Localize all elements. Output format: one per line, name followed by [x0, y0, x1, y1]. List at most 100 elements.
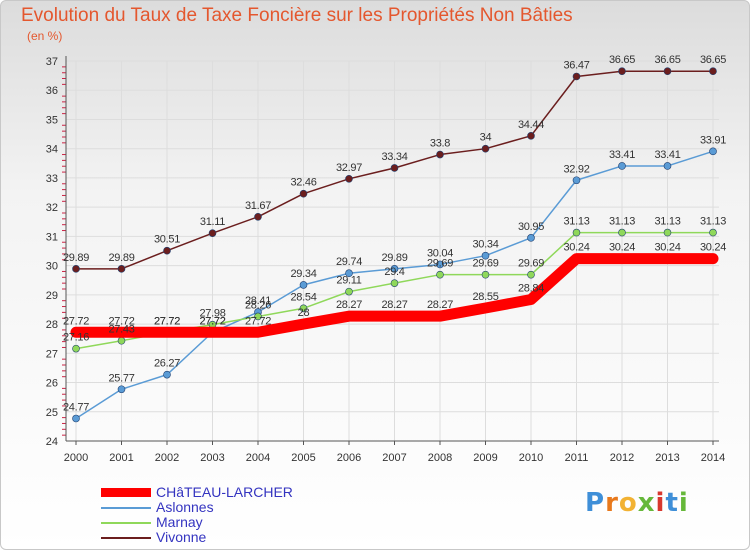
- data-point-aslonnes[interactable]: [436, 260, 444, 269]
- data-point-aslonnes[interactable]: [618, 162, 626, 170]
- data-point-aslonnes[interactable]: [72, 414, 80, 423]
- data-point-vivonne[interactable]: [390, 164, 399, 172]
- data-label-marnay: 31.13: [609, 216, 635, 228]
- data-label-aslonnes: 25.77: [108, 372, 134, 384]
- data-point-marnay[interactable]: [299, 304, 308, 313]
- data-label-vivonne: 34.44: [518, 119, 544, 131]
- data-point-aslonnes[interactable]: [163, 370, 171, 379]
- data-point-marnay[interactable]: [709, 228, 717, 237]
- data-label-vivonne: 34: [480, 132, 492, 144]
- data-point-vivonne[interactable]: [117, 265, 126, 273]
- data-label-marnay: 28.26: [245, 299, 271, 311]
- data-point-chateau-larcher[interactable]: [117, 328, 126, 337]
- y-tick-label: 28: [46, 319, 58, 331]
- data-point-chateau-larcher[interactable]: [527, 295, 535, 304]
- data-label-aslonnes: 24.77: [63, 401, 89, 413]
- data-point-vivonne[interactable]: [481, 144, 490, 153]
- data-point-chateau-larcher[interactable]: [572, 254, 581, 263]
- data-point-vivonne[interactable]: [254, 213, 262, 221]
- data-point-chateau-larcher[interactable]: [390, 312, 399, 321]
- data-label-vivonne: 36.65: [654, 54, 680, 66]
- legend-swatch-marnay: [101, 522, 151, 524]
- logo-letter: r: [605, 488, 619, 518]
- data-point-vivonne[interactable]: [572, 72, 581, 81]
- data-point-vivonne[interactable]: [527, 132, 535, 140]
- data-label-chateau-larcher: 27.72: [154, 315, 180, 327]
- x-tick-label: 2006: [337, 452, 361, 464]
- data-point-vivonne[interactable]: [163, 246, 171, 255]
- data-point-chateau-larcher[interactable]: [709, 254, 717, 263]
- y-tick-label: 26: [46, 378, 58, 390]
- data-point-aslonnes[interactable]: [527, 234, 535, 242]
- data-point-aslonnes[interactable]: [572, 176, 581, 185]
- data-label-aslonnes: 30.34: [472, 239, 498, 251]
- data-point-marnay[interactable]: [72, 344, 80, 353]
- logo-letter: t: [665, 488, 679, 518]
- data-point-chateau-larcher[interactable]: [299, 320, 308, 329]
- data-point-chateau-larcher[interactable]: [436, 312, 444, 321]
- x-tick-label: 2005: [291, 452, 315, 464]
- data-point-chateau-larcher[interactable]: [163, 328, 171, 337]
- x-tick-label: 2008: [428, 452, 452, 464]
- data-point-vivonne[interactable]: [208, 229, 217, 237]
- data-label-vivonne: 33.34: [381, 151, 407, 163]
- data-point-marnay[interactable]: [527, 270, 535, 279]
- data-point-chateau-larcher[interactable]: [208, 328, 217, 337]
- data-label-vivonne: 36.65: [700, 54, 726, 66]
- data-point-aslonnes[interactable]: [709, 147, 717, 156]
- data-label-chateau-larcher: 30.24: [654, 242, 680, 254]
- data-point-vivonne[interactable]: [663, 67, 672, 76]
- data-point-marnay[interactable]: [345, 287, 353, 296]
- proxiti-logo: Proxiti: [585, 488, 689, 518]
- data-point-vivonne[interactable]: [618, 67, 626, 76]
- data-point-aslonnes[interactable]: [299, 281, 308, 289]
- y-tick-label: 33: [46, 173, 58, 185]
- data-label-marnay: 29.69: [518, 258, 544, 270]
- logo-letter: i: [655, 488, 666, 518]
- data-point-marnay[interactable]: [663, 228, 672, 237]
- data-point-chateau-larcher[interactable]: [663, 254, 672, 263]
- data-point-vivonne[interactable]: [436, 150, 444, 159]
- x-tick-label: 2004: [246, 452, 270, 464]
- data-point-vivonne[interactable]: [72, 265, 80, 273]
- data-point-aslonnes[interactable]: [345, 269, 353, 278]
- data-label-chateau-larcher: 28.27: [336, 299, 362, 311]
- data-point-aslonnes[interactable]: [663, 162, 672, 170]
- y-tick-label: 34: [46, 144, 58, 156]
- legend-label-aslonnes: Aslonnes: [156, 499, 214, 515]
- data-label-vivonne: 32.46: [290, 177, 316, 189]
- data-label-marnay: 28.54: [290, 291, 316, 303]
- x-tick-label: 2011: [565, 452, 589, 464]
- data-point-marnay[interactable]: [390, 279, 399, 287]
- data-point-chateau-larcher[interactable]: [254, 328, 262, 337]
- data-point-vivonne[interactable]: [345, 175, 353, 183]
- data-point-marnay[interactable]: [436, 270, 444, 279]
- data-point-vivonne[interactable]: [709, 67, 717, 76]
- x-tick-label: 2000: [64, 452, 88, 464]
- data-point-vivonne[interactable]: [299, 189, 308, 198]
- data-point-marnay[interactable]: [572, 228, 581, 237]
- data-point-chateau-larcher[interactable]: [72, 328, 80, 337]
- data-point-marnay[interactable]: [481, 270, 490, 279]
- data-point-aslonnes[interactable]: [390, 265, 399, 273]
- data-point-aslonnes[interactable]: [117, 385, 126, 394]
- data-label-marnay: 31.13: [700, 216, 726, 228]
- data-point-chateau-larcher[interactable]: [345, 312, 353, 321]
- data-label-aslonnes: 26.27: [154, 358, 180, 370]
- data-label-marnay: 31.13: [563, 216, 589, 228]
- data-point-marnay[interactable]: [618, 228, 626, 237]
- x-tick-label: 2014: [701, 452, 725, 464]
- y-tick-label: 27: [46, 348, 58, 360]
- data-label-chateau-larcher: 27.72: [108, 315, 134, 327]
- data-label-vivonne: 36.65: [609, 54, 635, 66]
- data-point-chateau-larcher[interactable]: [481, 304, 490, 312]
- data-label-marnay: 29.69: [427, 258, 453, 270]
- data-label-vivonne: 29.89: [108, 252, 134, 264]
- data-point-marnay[interactable]: [117, 336, 126, 345]
- logo-letter: o: [618, 488, 638, 518]
- data-point-marnay[interactable]: [254, 312, 262, 321]
- data-point-chateau-larcher[interactable]: [618, 254, 626, 263]
- data-label-chateau-larcher: 27.72: [245, 315, 271, 327]
- data-point-aslonnes[interactable]: [481, 251, 490, 260]
